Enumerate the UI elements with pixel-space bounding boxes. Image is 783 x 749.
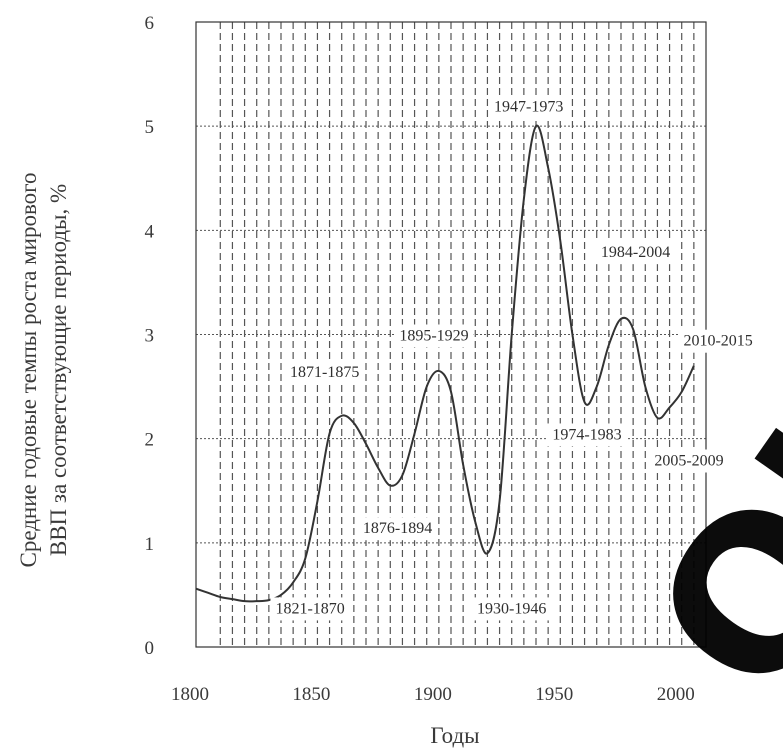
period-label-background <box>357 517 438 541</box>
y-tick-label: 2 <box>145 430 155 451</box>
y-tick-label: 0 <box>145 638 155 659</box>
x-axis-title: Годы <box>430 723 479 748</box>
y-axis-title-line-2: ВВП за соответствующие периоды, % <box>46 184 71 556</box>
period-label: 1984-2004 <box>601 244 670 261</box>
period-label-background <box>472 597 552 621</box>
period-label: 1895-1929 <box>399 328 468 345</box>
period-label: 2005-2009 <box>654 453 723 470</box>
period-label-background <box>285 360 365 384</box>
period-label: 1871-1875 <box>290 364 359 381</box>
y-tick-label: 1 <box>145 534 155 555</box>
period-label-background <box>678 329 758 353</box>
period-label: 1974-1983 <box>552 426 621 443</box>
y-tick-label: 4 <box>145 221 155 242</box>
period-label-background <box>489 95 569 119</box>
y-tick-label: 6 <box>145 13 155 34</box>
y-tick-label: 5 <box>145 117 155 138</box>
data-series <box>195 124 695 603</box>
x-tick-label: 1800 <box>171 684 209 705</box>
period-label-background <box>270 597 350 621</box>
y-axis-title-line-1: Средние годовые темпы роста мирового <box>16 172 41 567</box>
period-label: 1930-1946 <box>477 600 546 617</box>
period-annotations: 1821-1870 1871-1875 1876-1894 1895-1929 1930… <box>270 95 758 621</box>
period-label: 2010-2015 <box>683 333 752 350</box>
period-label-background <box>547 423 627 447</box>
x-tick-label: 1900 <box>414 684 452 705</box>
period-label-background <box>649 449 729 473</box>
x-tick-label: 1850 <box>292 684 330 705</box>
x-tick-label: 2000 <box>657 684 695 705</box>
x-tick-label: 1950 <box>535 684 573 705</box>
period-label-background <box>595 241 676 265</box>
period-label: 1876-1894 <box>363 520 432 537</box>
x-tick-labels: 1800 1850 1900 1950 2000 <box>171 684 695 705</box>
period-label-background <box>394 324 474 348</box>
y-tick-label: 3 <box>145 326 155 347</box>
period-label: 1947-1973 <box>494 98 563 115</box>
series-line <box>195 124 695 603</box>
y-tick-labels: 0 1 2 3 4 5 6 <box>145 13 155 659</box>
y-axis-title: Средние годовые темпы роста мирового ВВП… <box>16 172 71 567</box>
watermark: ОИЙ Р <box>606 0 783 737</box>
period-label: 1821-1870 <box>275 600 344 617</box>
